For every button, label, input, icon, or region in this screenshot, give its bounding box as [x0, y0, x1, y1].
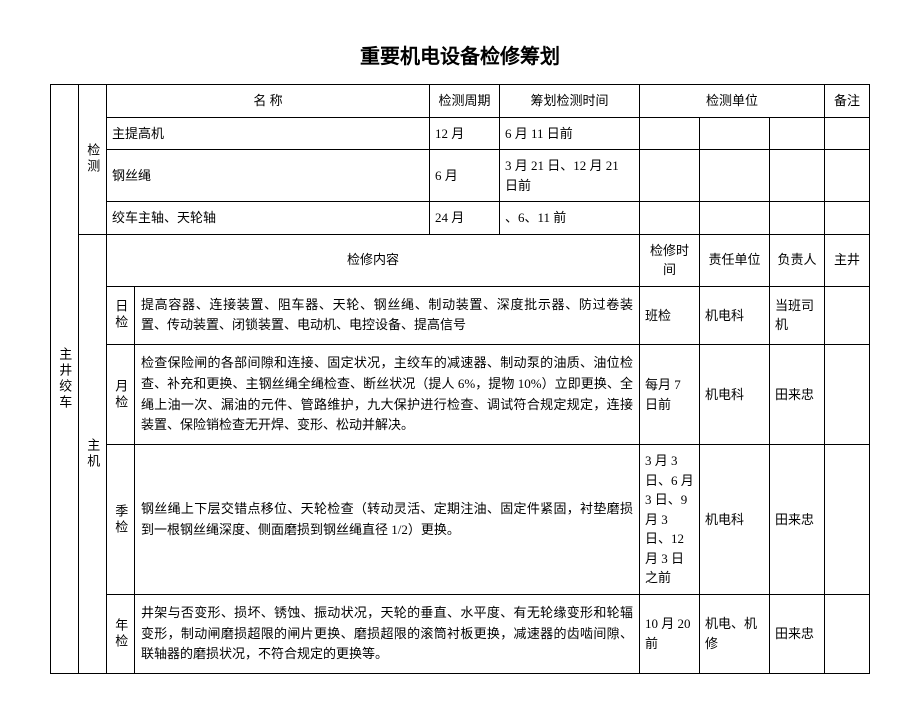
cell-empty — [825, 150, 870, 202]
cell-type: 年检 — [107, 594, 135, 673]
cell-empty — [825, 286, 870, 345]
cell-time: 每月 7 日前 — [639, 345, 699, 445]
cell-name: 主提高机 — [107, 117, 430, 150]
cell-empty — [825, 345, 870, 445]
table-row: 月检 检查保险闸的各部间隙和连接、固定状况，主绞车的减速器、制动泵的油质、油位检… — [51, 345, 870, 445]
cell-empty — [769, 202, 824, 235]
left-label: 主井绞车 — [51, 85, 79, 674]
cell-person: 当班司机 — [769, 286, 824, 345]
cell-person: 田来忠 — [769, 594, 824, 673]
cell-empty — [699, 150, 769, 202]
table-header-row-2: 主机 检修内容 检修时间 责任单位 负责人 主井 — [51, 234, 870, 286]
table-header-row: 主井绞车 检测 名 称 检测周期 筹划检测时间 检测单位 备注 — [51, 85, 870, 118]
cell-time: 10 月 20 前 — [639, 594, 699, 673]
cell-unit: 机电科 — [699, 445, 769, 595]
header-period: 检测周期 — [429, 85, 499, 118]
cell-type: 日检 — [107, 286, 135, 345]
cell-person: 田来忠 — [769, 445, 824, 595]
cell-empty — [769, 117, 824, 150]
section1-label: 检测 — [79, 85, 107, 235]
header-remark: 备注 — [825, 85, 870, 118]
cell-empty — [825, 202, 870, 235]
table-row: 日检 提高容器、连接装置、阻车器、天轮、钢丝绳、制动装置、深度批示器、防过卷装置… — [51, 286, 870, 345]
cell-unit: 机电、机修 — [699, 594, 769, 673]
cell-time: 3 月 3 日、6 月 3 日、9 月 3 日、12 月 3 日之前 — [639, 445, 699, 595]
header-unit: 检测单位 — [639, 85, 824, 118]
cell-empty — [825, 594, 870, 673]
cell-time: 班检 — [639, 286, 699, 345]
header2-unit: 责任单位 — [699, 234, 769, 286]
header2-person: 负责人 — [769, 234, 824, 286]
cell-name: 钢丝绳 — [107, 150, 430, 202]
cell-plantime: 6 月 11 日前 — [499, 117, 639, 150]
table-row: 季检 钢丝绳上下层交错点移位、天轮检查（转动灵活、定期注油、固定件紧固，衬垫磨损… — [51, 445, 870, 595]
cell-plantime: 3 月 21 日、12 月 21 日前 — [499, 150, 639, 202]
cell-empty — [639, 150, 699, 202]
cell-content: 提高容器、连接装置、阻车器、天轮、钢丝绳、制动装置、深度批示器、防过卷装置、传动… — [135, 286, 640, 345]
cell-empty — [769, 150, 824, 202]
page-title: 重要机电设备检修筹划 — [50, 40, 870, 69]
cell-content: 检查保险闸的各部间隙和连接、固定状况，主绞车的减速器、制动泵的油质、油位检查、补… — [135, 345, 640, 445]
cell-type: 季检 — [107, 445, 135, 595]
cell-empty — [699, 202, 769, 235]
header-name: 名 称 — [107, 85, 430, 118]
cell-empty — [825, 445, 870, 595]
table-row: 年检 井架与否变形、损坏、锈蚀、振动状况，天轮的垂直、水平度、有无轮缘变形和轮辐… — [51, 594, 870, 673]
cell-name: 绞车主轴、天轮轴 — [107, 202, 430, 235]
cell-empty — [699, 117, 769, 150]
cell-plantime: 、6、11 前 — [499, 202, 639, 235]
cell-unit: 机电科 — [699, 345, 769, 445]
cell-empty — [639, 117, 699, 150]
table-row: 绞车主轴、天轮轴 24 月 、6、11 前 — [51, 202, 870, 235]
table-row: 主提高机 12 月 6 月 11 日前 — [51, 117, 870, 150]
section2-label: 主机 — [79, 234, 107, 674]
main-table: 主井绞车 检测 名 称 检测周期 筹划检测时间 检测单位 备注 主提高机 12 … — [50, 84, 870, 674]
cell-empty — [825, 117, 870, 150]
cell-period: 12 月 — [429, 117, 499, 150]
cell-period: 6 月 — [429, 150, 499, 202]
cell-content: 钢丝绳上下层交错点移位、天轮检查（转动灵活、定期注油、固定件紧固，衬垫磨损到一根… — [135, 445, 640, 595]
cell-unit: 机电科 — [699, 286, 769, 345]
cell-person: 田来忠 — [769, 345, 824, 445]
cell-content: 井架与否变形、损坏、锈蚀、振动状况，天轮的垂直、水平度、有无轮缘变形和轮辐变形，… — [135, 594, 640, 673]
header2-remark: 主井 — [825, 234, 870, 286]
cell-type: 月检 — [107, 345, 135, 445]
header2-time: 检修时间 — [639, 234, 699, 286]
cell-empty — [639, 202, 699, 235]
cell-period: 24 月 — [429, 202, 499, 235]
header-plantime: 筹划检测时间 — [499, 85, 639, 118]
table-row: 钢丝绳 6 月 3 月 21 日、12 月 21 日前 — [51, 150, 870, 202]
header2-content: 检修内容 — [107, 234, 640, 286]
